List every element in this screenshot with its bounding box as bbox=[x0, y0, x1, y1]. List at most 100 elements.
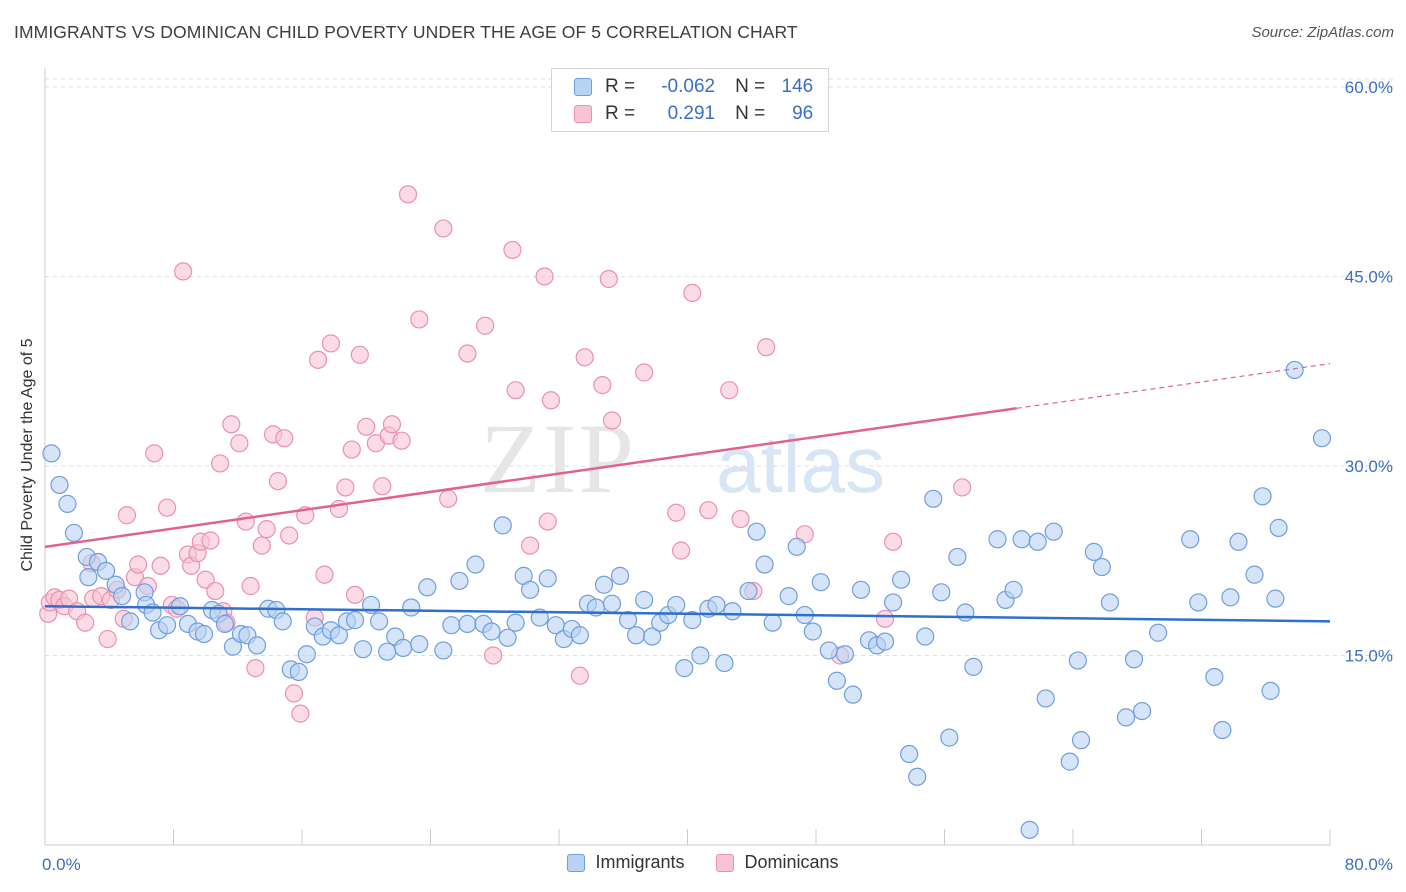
immigrants-point bbox=[803, 622, 822, 641]
immigrants-point bbox=[570, 626, 589, 645]
immigrants-point bbox=[835, 645, 855, 664]
immigrants-point bbox=[1124, 650, 1144, 669]
immigrants-point bbox=[194, 624, 214, 644]
immigrants-point bbox=[940, 728, 959, 747]
immigrants-point bbox=[247, 636, 267, 655]
legend-row-immigrants: R = -0.062 N = 146 bbox=[574, 74, 813, 100]
immigrants-point bbox=[458, 614, 477, 634]
immigrants-point bbox=[42, 444, 61, 463]
immigrants-point bbox=[827, 671, 846, 690]
dominicans-point bbox=[308, 350, 328, 369]
dominicans-point bbox=[398, 185, 418, 204]
dominicans-point bbox=[410, 310, 429, 329]
immigrants-point bbox=[1205, 667, 1224, 687]
dominicans-point bbox=[373, 477, 392, 496]
immigrants-point bbox=[466, 555, 485, 574]
dominicans-point bbox=[602, 411, 622, 430]
immigrants-point bbox=[434, 641, 453, 660]
dominicans-point bbox=[236, 512, 255, 531]
immigrants-point bbox=[1100, 593, 1120, 612]
immigrants-point bbox=[329, 626, 349, 645]
immigrants-point bbox=[1004, 580, 1023, 599]
dominicans-point bbox=[230, 434, 249, 453]
immigrants-point bbox=[691, 646, 710, 665]
dominicans-point bbox=[345, 585, 365, 604]
dominicans-point bbox=[201, 531, 220, 550]
watermark-atlas: atlas bbox=[716, 420, 885, 509]
immigrants-point bbox=[297, 645, 316, 664]
dominicans-point bbox=[434, 219, 453, 238]
dominicans-point bbox=[280, 526, 299, 545]
immigrants-point bbox=[956, 603, 975, 622]
y-tick-label: 60.0% bbox=[1345, 78, 1393, 97]
immigrants-point bbox=[602, 594, 622, 613]
dominicans-point bbox=[117, 506, 137, 525]
dominicans-point bbox=[635, 363, 654, 382]
dominicans-point bbox=[667, 503, 686, 522]
dominicans-point bbox=[570, 666, 589, 685]
dominicans-point bbox=[246, 659, 265, 678]
immigrants-point bbox=[50, 475, 69, 495]
immigrants-point bbox=[618, 611, 638, 630]
immigrants-point bbox=[482, 622, 501, 641]
dominicans-point bbox=[291, 704, 310, 723]
dominicans-point bbox=[206, 581, 225, 601]
immigrants-point bbox=[345, 611, 365, 630]
immigrants-point bbox=[1181, 530, 1200, 549]
dominicans-point bbox=[484, 646, 503, 665]
dominicans-point bbox=[883, 532, 903, 551]
immigrants-point bbox=[675, 659, 694, 678]
immigrants-point bbox=[626, 626, 646, 645]
dominicans-trend-line-extension bbox=[1016, 363, 1331, 409]
legend-swatch-dominicans bbox=[574, 105, 592, 123]
dominicans-point bbox=[699, 501, 718, 520]
dominicans-point bbox=[757, 338, 776, 357]
dominicans-point bbox=[336, 478, 355, 497]
immigrants-point bbox=[58, 494, 77, 513]
immigrants-point bbox=[96, 561, 116, 580]
immigrants-point bbox=[667, 595, 686, 615]
immigrants-point bbox=[1149, 623, 1168, 642]
immigrants-point bbox=[1060, 752, 1079, 771]
legend-label-immigrants: Immigrants bbox=[595, 852, 685, 872]
immigrants-point bbox=[394, 638, 413, 658]
immigrants-point bbox=[112, 587, 132, 606]
immigrants-point bbox=[1092, 557, 1112, 577]
immigrants-point bbox=[1229, 532, 1248, 551]
dominicans-point bbox=[683, 283, 702, 302]
immigrants-point bbox=[506, 613, 525, 632]
immigrants-point bbox=[643, 627, 662, 646]
immigrants-point bbox=[723, 602, 742, 621]
immigrants-point bbox=[170, 597, 190, 616]
watermark: ZIP atlas bbox=[480, 403, 885, 514]
dominicans-point bbox=[268, 472, 288, 491]
immigrants-point bbox=[353, 640, 373, 659]
immigrants-point bbox=[892, 570, 911, 589]
correlation-legend: R = -0.062 N = 146 R = 0.291 N = 96 bbox=[551, 68, 829, 132]
immigrants-point bbox=[273, 612, 292, 631]
dominicans-point bbox=[382, 415, 402, 434]
y-tick-label: 45.0% bbox=[1345, 267, 1393, 286]
immigrants-point bbox=[948, 547, 967, 567]
immigrants-point bbox=[1036, 689, 1055, 708]
immigrants-point bbox=[450, 571, 469, 591]
immigrants-point bbox=[900, 744, 919, 764]
immigrants-point bbox=[402, 598, 421, 617]
immigrants-point bbox=[1028, 532, 1047, 551]
x-tick-label-max: 80.0% bbox=[1345, 855, 1393, 874]
immigrants-point bbox=[1269, 518, 1288, 537]
immigrants-point bbox=[707, 595, 726, 615]
trend-lines bbox=[44, 363, 1331, 623]
axes bbox=[44, 68, 1331, 846]
dominicans-point bbox=[458, 344, 477, 363]
immigrants-trend-line bbox=[44, 604, 1331, 623]
dominicans-point bbox=[575, 348, 594, 367]
tick-labels: 15.0% 30.0% 45.0% 60.0% 0.0% 80.0% bbox=[42, 78, 1393, 874]
immigrants-point bbox=[843, 685, 863, 704]
n-value: 146 bbox=[781, 76, 814, 97]
dominicans-point bbox=[357, 417, 376, 436]
immigrants-point bbox=[988, 530, 1007, 549]
legend-item-immigrants: Immigrants bbox=[567, 852, 684, 873]
immigrants-point bbox=[1266, 589, 1285, 608]
